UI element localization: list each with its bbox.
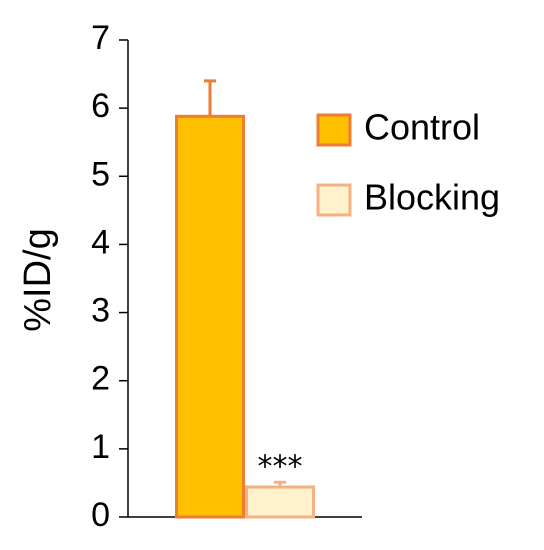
y-tick-label: 2 xyxy=(91,360,110,398)
bar xyxy=(245,485,315,519)
y-tick-label: 1 xyxy=(91,428,110,466)
bar xyxy=(175,114,245,519)
legend-swatch xyxy=(316,113,352,147)
y-tick-label: 3 xyxy=(91,292,110,330)
y-tick-label: 6 xyxy=(91,87,110,125)
y-tick-label: 4 xyxy=(91,223,110,261)
y-tick-label: 0 xyxy=(91,496,110,534)
y-axis-label: %ID/g xyxy=(17,228,59,331)
legend-swatch xyxy=(316,183,352,217)
legend-label: Control xyxy=(364,107,480,148)
y-tick-label: 5 xyxy=(91,155,110,193)
y-tick-label: 7 xyxy=(91,19,110,57)
annotation: *** xyxy=(258,450,303,485)
legend-label: Blocking xyxy=(364,177,500,218)
